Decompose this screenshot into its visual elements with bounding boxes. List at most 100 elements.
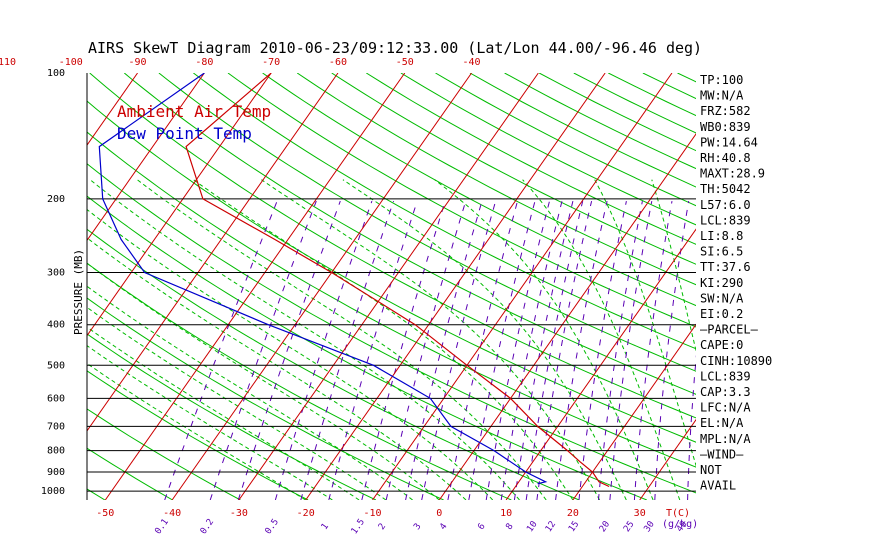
bottom-temp-label: 10 bbox=[500, 508, 512, 519]
index-item: MAXT:28.9 bbox=[700, 167, 765, 181]
dry-adiabat-15 bbox=[123, 73, 696, 395]
index-item: –WIND– bbox=[700, 447, 744, 461]
axis-labels: 1002003004005006007008009001000-120-110-… bbox=[0, 57, 698, 536]
index-item: CAP:3.3 bbox=[700, 385, 751, 399]
top-temp-label: -60 bbox=[329, 57, 347, 68]
dry-adiabat-25 bbox=[469, 73, 696, 188]
dry-adiabat-7 bbox=[87, 297, 444, 500]
index-item: SW:N/A bbox=[700, 291, 744, 305]
moist-adiabat-5 bbox=[87, 262, 440, 500]
dry-adiabat-26 bbox=[504, 73, 696, 170]
dry-adiabat-19 bbox=[262, 73, 696, 307]
moist-adiabat-0 bbox=[87, 362, 306, 500]
legend-dew-point-temp: Dew Point Temp bbox=[117, 124, 252, 143]
isotherm-7 bbox=[87, 73, 138, 146]
top-temp-label: -110 bbox=[0, 57, 16, 68]
index-item: CINH:10890 bbox=[700, 354, 772, 368]
moist-adiabat-8 bbox=[89, 179, 520, 500]
dry-adiabat-20 bbox=[296, 73, 696, 286]
isotherm-15 bbox=[372, 73, 673, 500]
dry-adiabat-2 bbox=[87, 488, 106, 500]
dry-adiabat-14 bbox=[89, 73, 696, 419]
top-temp-label: -90 bbox=[129, 57, 147, 68]
mixing-ratio-line-2 bbox=[274, 200, 373, 500]
dry-adiabat-9 bbox=[87, 228, 580, 500]
bottom-temp-label: 30 bbox=[634, 508, 646, 519]
dry-adiabat-34 bbox=[781, 73, 870, 500]
isotherm-6 bbox=[0, 73, 71, 500]
pressure-label-500: 500 bbox=[47, 360, 65, 371]
mixing-ratio-label: 25 bbox=[622, 520, 636, 535]
isotherm-19 bbox=[639, 418, 696, 500]
bottom-temp-label: 20 bbox=[567, 508, 579, 519]
dry-adiabat-17 bbox=[193, 73, 696, 350]
ambient-air-temp-line bbox=[185, 73, 610, 488]
index-item: EL:N/A bbox=[700, 416, 744, 430]
pressure-label-700: 700 bbox=[47, 421, 65, 432]
profiles bbox=[98, 73, 610, 488]
index-item: –PARCEL– bbox=[700, 323, 759, 337]
dry-adiabat-27 bbox=[538, 73, 696, 152]
isotherm-9 bbox=[87, 73, 272, 337]
index-item: EI:0.2 bbox=[700, 307, 743, 321]
pressure-label-600: 600 bbox=[47, 393, 65, 404]
top-temp-label: -40 bbox=[463, 57, 481, 68]
dry-adiabat-24 bbox=[435, 73, 696, 207]
moist-adiabat-10 bbox=[193, 179, 574, 500]
index-item: TH:5042 bbox=[700, 182, 751, 196]
mixing-ratio-line-1 bbox=[209, 200, 317, 500]
bottom-temp-label: -50 bbox=[96, 508, 114, 519]
index-item: SI:6.5 bbox=[700, 245, 743, 259]
dry-adiabat-11 bbox=[87, 163, 696, 494]
index-item: RH:40.8 bbox=[700, 151, 751, 165]
mixing-ratio-label: 4 bbox=[438, 522, 449, 532]
dry-adiabat-23 bbox=[400, 73, 696, 226]
index-item: CAPE:0 bbox=[700, 338, 743, 352]
moist-adiabat-13 bbox=[434, 179, 654, 500]
mixing-ratio-label: 0.1 bbox=[153, 517, 171, 536]
index-item: MW:N/A bbox=[700, 89, 744, 103]
temp-unit-label: T(C) bbox=[666, 508, 690, 519]
mixing-ratio-label: 1.5 bbox=[350, 517, 368, 536]
index-item: L57:6.0 bbox=[700, 198, 751, 212]
index-item: WB0:839 bbox=[700, 120, 751, 134]
mixing-ratio-label: 15 bbox=[567, 520, 581, 535]
mixing-ratio-label: 10 bbox=[525, 520, 539, 535]
dry-adiabat-5 bbox=[87, 370, 309, 500]
index-item: TP:100 bbox=[700, 73, 743, 87]
mixing-ratio-line-11 bbox=[555, 200, 608, 500]
dry-adiabat-21 bbox=[331, 73, 696, 265]
isotherm-18 bbox=[572, 323, 696, 500]
index-item: NOT bbox=[700, 463, 722, 477]
mixing-ratio-label: 1 bbox=[320, 522, 331, 532]
index-item: LCL:839 bbox=[700, 213, 751, 227]
mixing-ratio-line-22 bbox=[525, 200, 584, 500]
pressure-label-300: 300 bbox=[47, 268, 65, 279]
mixing-ratio-line-13 bbox=[609, 201, 653, 500]
dry-adiabat-18 bbox=[227, 73, 696, 328]
y-axis-label: PRESSURE (MB) bbox=[72, 249, 85, 335]
dry-adiabat-33 bbox=[747, 73, 870, 500]
moist-adiabat-12 bbox=[342, 179, 627, 500]
isotherm-13 bbox=[238, 73, 539, 500]
mixing-ratio-label: 12 bbox=[544, 520, 558, 535]
dry-adiabat-1 bbox=[0, 73, 37, 500]
mixing-ratio-line-5 bbox=[385, 200, 467, 500]
index-item: LI:8.8 bbox=[700, 229, 743, 243]
mixing-ratio-unit-label: (g/kg) bbox=[662, 519, 698, 530]
mixing-ratio-label: 6 bbox=[476, 522, 487, 532]
dry-adiabat-13 bbox=[87, 100, 696, 443]
index-item: LCL:839 bbox=[700, 369, 751, 383]
moist-adiabat-15 bbox=[594, 179, 696, 468]
dry-adiabat-16 bbox=[158, 73, 696, 372]
moist-adiabat-16 bbox=[651, 179, 696, 353]
pressure-label-800: 800 bbox=[47, 446, 65, 457]
dry-adiabat-10 bbox=[87, 195, 647, 500]
bottom-temp-label: -20 bbox=[297, 508, 315, 519]
dry-adiabat-6 bbox=[87, 333, 377, 500]
moist-adiabat-14 bbox=[522, 179, 681, 500]
legend: Ambient Air Temp Dew Point Temp bbox=[117, 102, 271, 143]
mixing-ratio-line-12 bbox=[578, 200, 627, 500]
